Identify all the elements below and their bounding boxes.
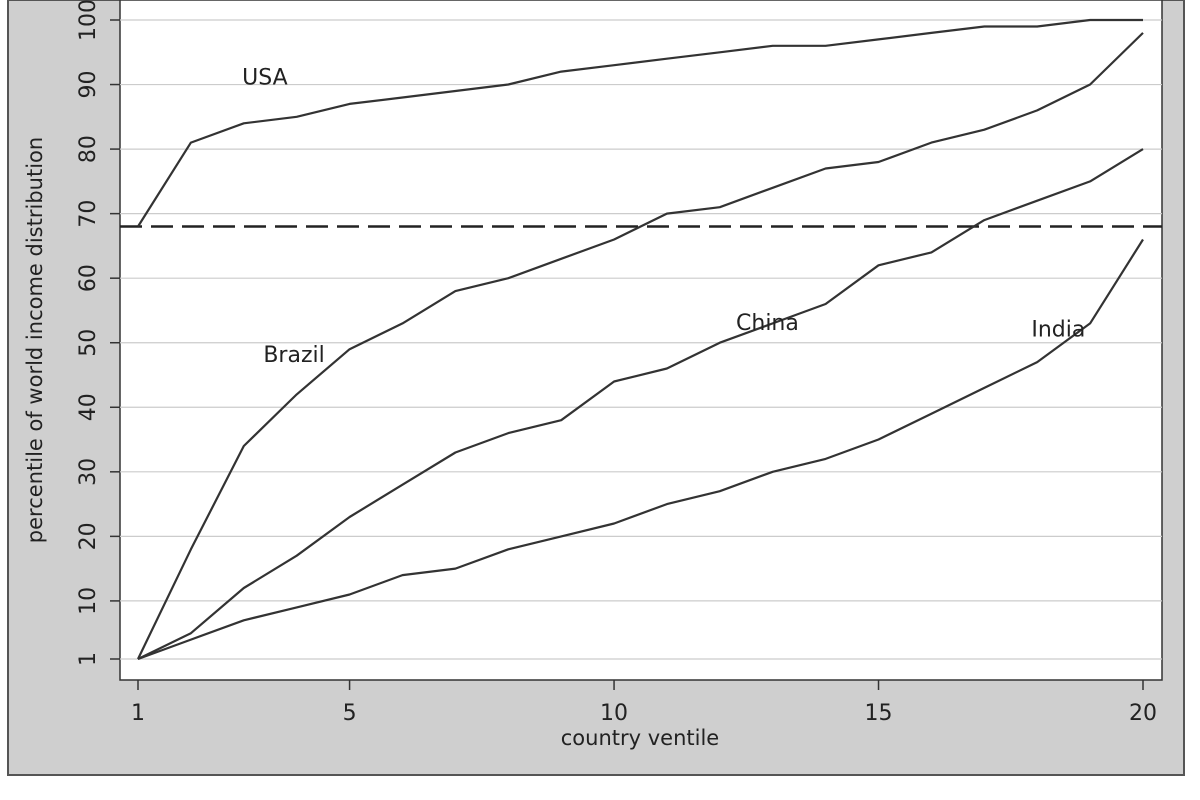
series-label-brazil: Brazil — [263, 343, 324, 368]
x-tick-label: 10 — [600, 701, 628, 726]
series-line-brazil — [137, 32, 1144, 660]
series-label-china: China — [736, 311, 799, 336]
y-tick-label: 30 — [76, 458, 101, 486]
series-label-india: India — [1031, 317, 1085, 342]
y-tick-label: 40 — [76, 393, 101, 421]
y-tick-label: 10 — [76, 587, 101, 615]
y-tick-label: 100 — [76, 0, 101, 41]
x-tick-label: 1 — [131, 701, 145, 726]
y-tick-label: 80 — [76, 135, 101, 163]
y-tick-label: 50 — [76, 329, 101, 357]
y-tick-label: 20 — [76, 522, 101, 550]
y-tick-label: 70 — [76, 200, 101, 228]
y-tick-label: 90 — [76, 71, 101, 99]
y-axis-title: percentile of world income distribution — [23, 137, 47, 543]
x-tick-label: 15 — [865, 701, 893, 726]
x-tick-label: 5 — [343, 701, 357, 726]
series-line-china — [137, 148, 1144, 660]
series-line-usa — [137, 18, 1143, 228]
x-axis-title: country ventile — [561, 726, 719, 750]
y-tick-label: 1 — [76, 652, 101, 666]
x-tick-label: 20 — [1129, 701, 1157, 726]
y-tick-label: 60 — [76, 264, 101, 292]
series-label-usa: USA — [242, 66, 288, 91]
series-line-india — [137, 238, 1144, 661]
plot-area — [119, 0, 1163, 681]
